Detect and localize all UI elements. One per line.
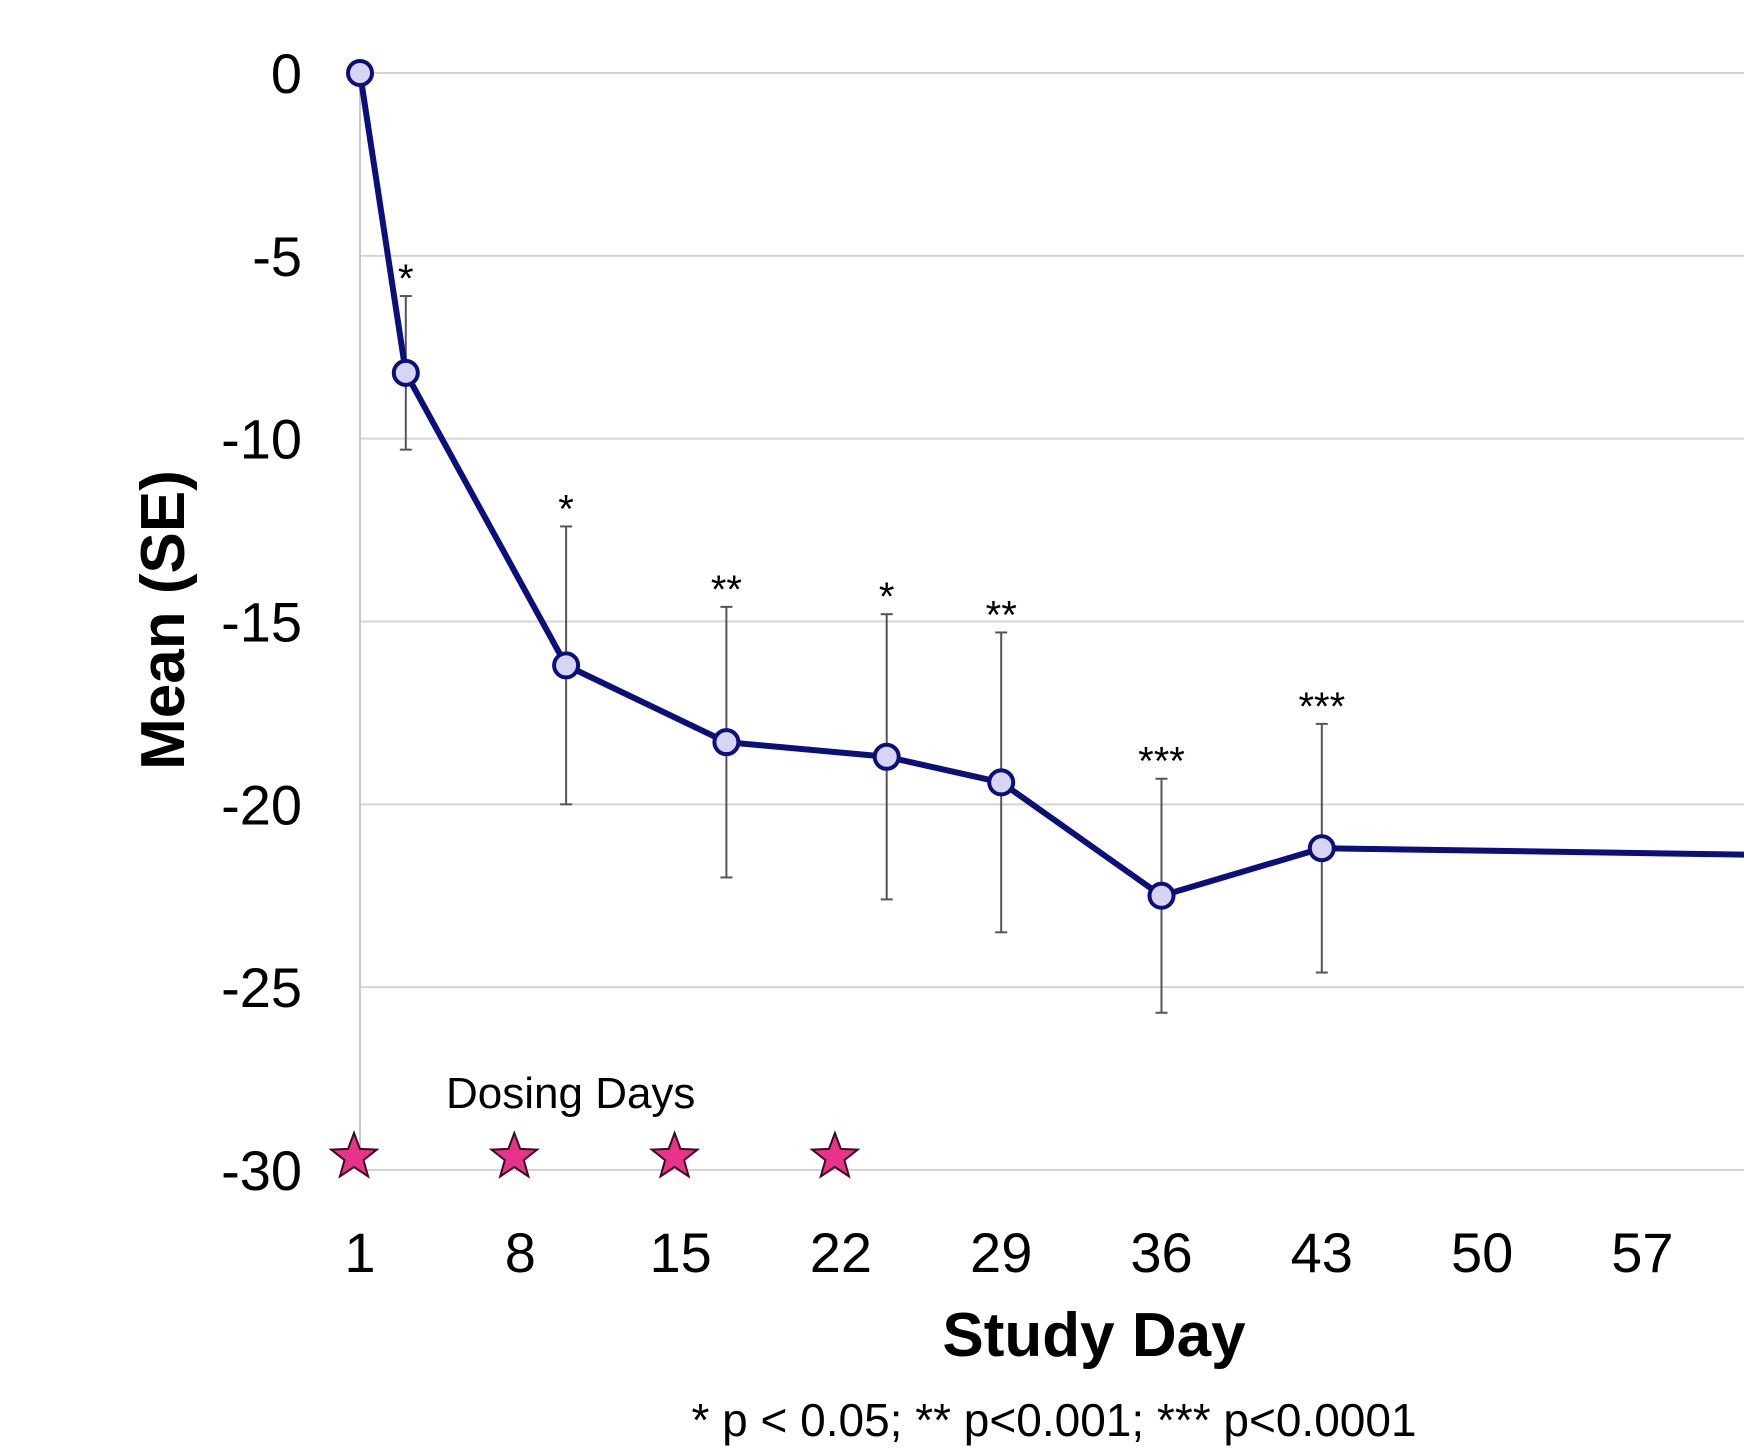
x-tick-label: 57 [1611,1221,1673,1284]
y-tick-label: -10 [221,408,302,471]
x-tick-label: 1 [344,1221,375,1284]
x-tick-label: 50 [1451,1221,1513,1284]
y-tick-label: -15 [221,591,302,654]
significance-label: *** [1138,740,1185,784]
error-bars [399,295,1328,1014]
significance-label: ** [986,593,1017,637]
dosing-star-icon [488,1130,540,1179]
y-tick-label: -20 [221,773,302,836]
data-point [1147,881,1176,910]
y-axis-title: Mean (SE) [129,470,198,770]
significance-label: *** [1298,685,1345,729]
data-point [391,358,420,387]
x-tick-label: 22 [810,1221,872,1284]
data-points [346,59,1336,910]
y-tick-label: -25 [221,956,302,1019]
y-tick-label: 0 [271,42,302,105]
data-point [712,728,741,757]
significance-label: * [879,575,895,619]
x-axis-title: Study Day [942,1301,1246,1370]
y-gridlines [360,72,1744,1171]
data-point [987,768,1016,797]
x-tick-label: 43 [1291,1221,1353,1284]
x-tick-label: 36 [1130,1221,1192,1284]
dosing-star-icon [809,1130,861,1179]
y-tick-label: -30 [221,1139,302,1202]
y-tick-labels: 0 -5 -10 -15 -20 -25 -30 [221,42,302,1202]
x-tick-label: 15 [649,1221,711,1284]
data-point [1307,834,1336,863]
x-tick-labels: 1 8 15 22 29 36 43 50 57 [344,1221,1673,1284]
y-tick-label: -5 [252,225,302,288]
x-tick-label: 8 [505,1221,536,1284]
data-point [346,59,374,87]
significance-label: * [558,487,574,531]
significance-footnote: * p < 0.05; ** p<0.001; *** p<0.0001 [691,1394,1416,1446]
dosing-day-markers [328,1130,861,1179]
significance-label: ** [711,568,742,612]
data-point [872,742,901,771]
series-line [357,72,1744,899]
data-point [552,651,581,680]
significance-labels: **** * ******** [398,257,1345,784]
dosing-star-icon [649,1130,701,1179]
dosing-days-label: Dosing Days [446,1069,695,1118]
x-tick-label: 29 [970,1221,1032,1284]
significance-label: * [398,257,414,301]
dosing-star-icon [328,1130,380,1179]
